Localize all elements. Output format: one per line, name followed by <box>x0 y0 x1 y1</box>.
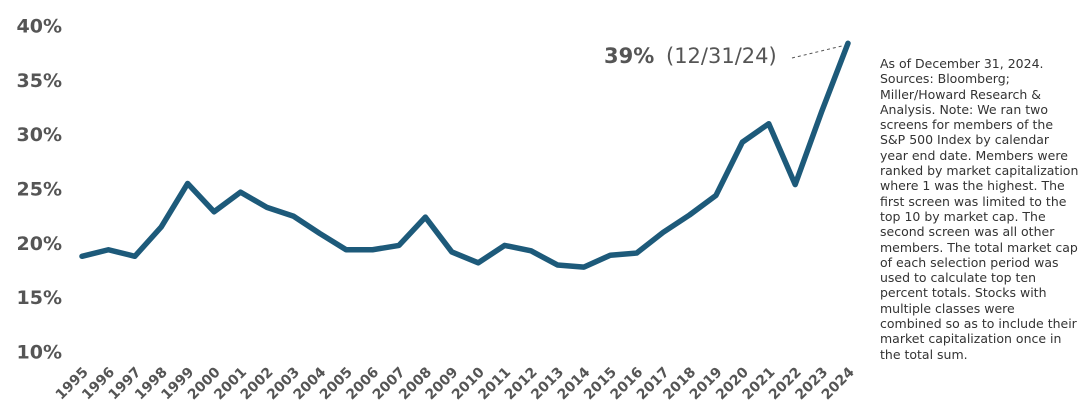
y-tick-label: 15% <box>17 287 62 309</box>
y-tick-label: 30% <box>17 124 62 146</box>
y-tick-label: 35% <box>17 70 62 92</box>
source-note: As of December 31, 2024. Sources: Bloomb… <box>880 56 1079 362</box>
y-tick-label: 40% <box>17 16 62 38</box>
annotation-value: 39% <box>604 44 654 68</box>
annotation-date: (12/31/24) <box>666 44 777 68</box>
data-line <box>79 40 851 270</box>
y-tick-label: 25% <box>17 179 62 201</box>
chart: 39% (12/31/24) 10%15%20%25%30%35%40%1995… <box>17 16 858 404</box>
annotation-leader <box>791 44 847 59</box>
y-tick-label: 10% <box>17 342 62 364</box>
y-tick-label: 20% <box>17 233 62 255</box>
